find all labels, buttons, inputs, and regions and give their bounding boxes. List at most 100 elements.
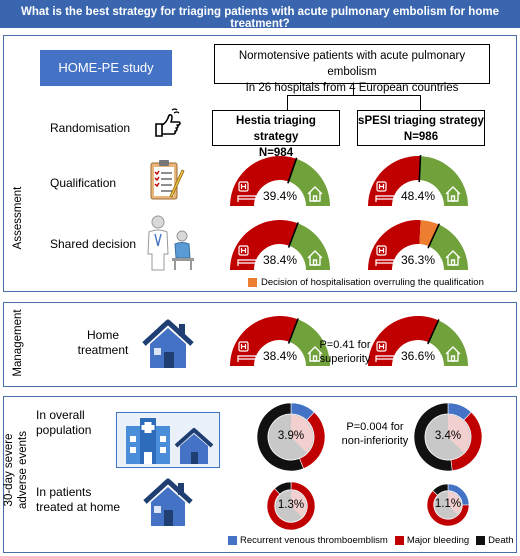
p-noninferiority-line-1: P=0.004 for [346, 421, 404, 433]
gauge-percent-label: 38.4% [262, 253, 298, 267]
house-icon-small [143, 478, 193, 526]
home-icon [307, 346, 323, 362]
home-arc [419, 156, 468, 206]
donut-percent-label: 1.3% [277, 499, 305, 511]
overall-population-label: In overall population [36, 408, 112, 438]
home-icon [307, 186, 323, 202]
home-icon [307, 250, 323, 266]
hospital-bed-icon [237, 341, 257, 362]
treated-home-line-2: treated at home [36, 500, 121, 514]
gauge-home-hestia: 38.4% [228, 310, 332, 375]
adverse-label-line-2: adverse events [17, 431, 29, 509]
donut-home-spesi: 1.1% [426, 483, 470, 532]
home-icon [445, 346, 461, 362]
donut-percent-label: 3.4% [434, 430, 462, 442]
treated-home-label: In patients treated at home [36, 485, 136, 515]
p-noninferiority-line-2: non-inferiority [341, 435, 409, 447]
legend-label-major-bleeding: Major bleeding [406, 535, 470, 546]
divider-needle [427, 319, 440, 345]
hospital-bed-icon [375, 181, 395, 202]
gauge-percent-label: 48.4% [400, 189, 436, 203]
home-treatment-label: Home treatment [58, 328, 148, 358]
hospital-arc [230, 316, 298, 366]
p-superiority-line-2: superiority [319, 353, 371, 365]
connector-left [287, 95, 288, 110]
spesi-arm-name: sPESI triaging strategy [358, 115, 484, 127]
donut-chart [266, 481, 316, 531]
hestia-arm-n: N=984 [258, 147, 294, 159]
hospital-building-icon [116, 412, 220, 468]
legend-swatch-death [476, 536, 486, 545]
gauge-chart [368, 155, 468, 206]
qualification-label: Qualification [50, 176, 117, 190]
gauge-qualification-spesi: 48.4% [366, 150, 470, 215]
population-line-1: Normotensive patients with acute pulmona… [238, 50, 466, 78]
overall-line-2: population [36, 423, 92, 437]
donut-rate-wedge [291, 414, 313, 453]
hospital-arc [230, 220, 298, 270]
hospital-bed-icon [375, 245, 395, 266]
gauge-chart [368, 220, 468, 270]
population-line-2: In 26 hospitals from 4 European countrie… [245, 82, 459, 94]
death-slice [274, 481, 292, 495]
donut-percent-label: 1.1% [434, 498, 462, 510]
gauge-home-spesi: 36.6% [366, 310, 470, 375]
checklist-icon [150, 160, 185, 200]
p-superiority: P=0.41 for superiority [300, 338, 390, 366]
gauge-chart [230, 156, 330, 206]
hospital-arc [368, 316, 439, 366]
overrule-legend-label: Decision of hospitalisation overruling t… [261, 277, 484, 288]
adverse-label-line-1: 30-day severe [3, 433, 15, 507]
legend-swatch-recurrent-vte [228, 536, 237, 545]
assessment-section-label: Assessment [12, 186, 24, 250]
death-slice [256, 402, 304, 472]
donut-chart [413, 402, 483, 472]
donut-overall-spesi: 3.4% [413, 402, 483, 477]
donut-rate-wedge [448, 414, 470, 453]
divider-needle [287, 157, 298, 184]
gauge-qualification-hestia: 39.4% [228, 150, 332, 215]
legend-label-recurrent-vte: Recurrent venous thromboemblism [240, 535, 388, 546]
donut-percent-label: 3.9% [277, 430, 305, 442]
gauge-percent-label: 36.3% [400, 253, 436, 267]
shared-decision-label: Shared decision [50, 237, 137, 251]
hestia-arm-box: Hestia triaging strategy N=984 [212, 110, 340, 159]
donut-home-hestia: 1.3% [266, 481, 316, 536]
hospital-arc [230, 156, 297, 206]
hospital-arc [368, 156, 421, 206]
gauge-percent-label: 39.4% [262, 189, 298, 203]
adverse-section-label: 30-day severe adverse events [2, 418, 30, 522]
overrule-arc [419, 220, 439, 247]
page-title: What is the best strategy for triaging p… [21, 6, 499, 30]
hospital-bed-icon [237, 245, 257, 266]
connector-stem [353, 84, 354, 95]
connector-right [420, 95, 421, 110]
management-section-label: Management [12, 309, 24, 377]
overall-line-1: In overall [36, 408, 85, 422]
study-badge: HOME-PE study [40, 50, 172, 86]
spesi-arm-box: sPESI triaging strategy N=986 [357, 110, 485, 146]
donut-overall-hestia: 3.9% [256, 402, 326, 477]
house-icon [142, 319, 194, 368]
randomisation-label: Randomisation [50, 121, 131, 135]
legend-swatch-major-bleeding [394, 536, 404, 545]
gauge-chart [368, 316, 468, 366]
death-slice [432, 483, 449, 496]
gauge-percent-label: 36.6% [400, 349, 436, 363]
gauge-percent-label: 38.4% [262, 349, 298, 363]
gauge-chart [230, 220, 330, 270]
divider-needle [418, 155, 422, 183]
hestia-arm-name: Hestia triaging strategy [236, 115, 316, 143]
connector-bar [287, 95, 421, 96]
treated-home-line-1: In patients [36, 485, 92, 499]
home-icon [445, 186, 461, 202]
spesi-arm-n: N=986 [403, 131, 439, 143]
home-treatment-line-2: treatment [77, 343, 129, 357]
events-legend: Recurrent venous thromboemblism Major bl… [228, 535, 514, 546]
divider-needle [287, 222, 299, 248]
major-bleeding-slice [266, 481, 316, 531]
title-bar [0, 0, 520, 28]
hospital-arc [368, 220, 421, 270]
gauge-chart [230, 316, 330, 366]
donut-chart [426, 483, 470, 527]
